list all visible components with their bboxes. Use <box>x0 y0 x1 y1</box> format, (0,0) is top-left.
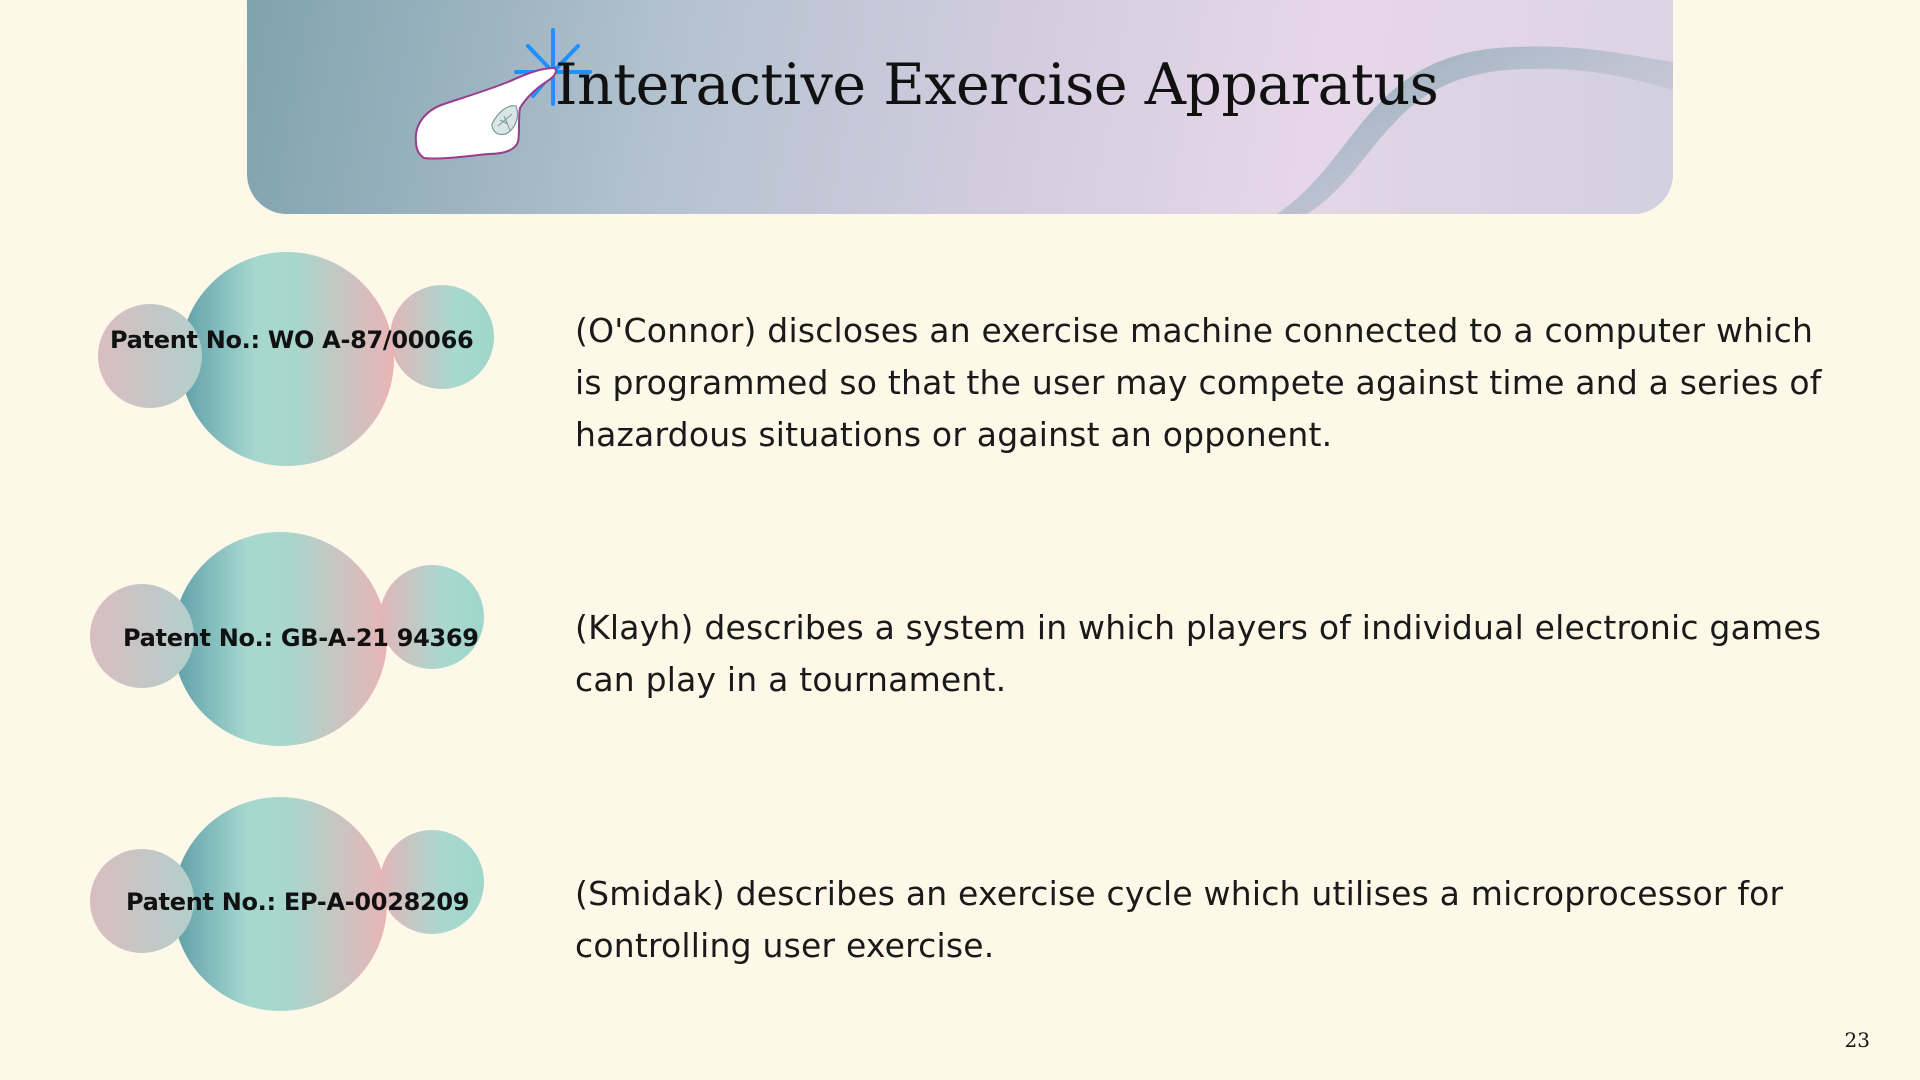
slide-title: Interactive Exercise Apparatus <box>555 52 1439 118</box>
page-number: 23 <box>1844 1028 1870 1052</box>
header-wave-decoration <box>1277 0 1673 214</box>
header-banner <box>247 0 1673 214</box>
patent-badge-3: Patent No.: EP-A-0028209 <box>88 797 508 1017</box>
bubble-small-right <box>390 285 494 389</box>
bubble-large <box>180 252 394 466</box>
patent-badge-2: Patent No.: GB-A-21 94369 <box>88 532 508 752</box>
bubble-small-left <box>98 304 202 408</box>
patent-badge-1: Patent No.: WO A-87/00066 <box>95 252 515 472</box>
patent-number-label: Patent No.: WO A-87/00066 <box>110 326 474 354</box>
pointing-hand-icon <box>414 28 592 160</box>
patent-number-label: Patent No.: GB-A-21 94369 <box>123 624 479 652</box>
patent-description-2: (Klayh) describes a system in which play… <box>575 608 1822 699</box>
patent-description-3: (Smidak) describes an exercise cycle whi… <box>575 874 1784 965</box>
bubble-large <box>173 532 387 746</box>
bubble-small-left <box>90 584 194 688</box>
bubble-small-right <box>380 565 484 669</box>
patent-number-label: Patent No.: EP-A-0028209 <box>126 888 470 916</box>
bubble-small-left <box>90 849 194 953</box>
bubble-large <box>173 797 387 1011</box>
patent-description-1: (O'Connor) discloses an exercise machine… <box>575 311 1822 454</box>
bubble-small-right <box>380 830 484 934</box>
